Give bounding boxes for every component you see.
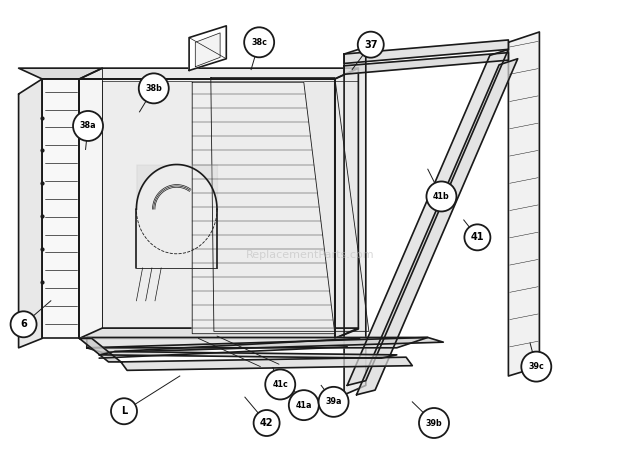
Text: 41: 41 <box>471 232 484 243</box>
Polygon shape <box>335 68 358 338</box>
Polygon shape <box>344 53 508 74</box>
Text: 38c: 38c <box>251 38 267 47</box>
Polygon shape <box>79 328 358 338</box>
Circle shape <box>111 398 137 424</box>
Polygon shape <box>192 82 335 334</box>
Text: L: L <box>121 406 127 416</box>
Text: ReplacementParts.com: ReplacementParts.com <box>246 250 374 260</box>
Circle shape <box>139 73 169 103</box>
Polygon shape <box>102 81 358 328</box>
Polygon shape <box>211 78 369 331</box>
Text: 39b: 39b <box>425 418 443 428</box>
Circle shape <box>254 410 280 436</box>
Circle shape <box>265 369 295 400</box>
Circle shape <box>521 352 551 382</box>
Circle shape <box>11 311 37 337</box>
Polygon shape <box>195 33 220 67</box>
Polygon shape <box>19 68 102 79</box>
Polygon shape <box>344 47 366 395</box>
Text: 37: 37 <box>364 39 378 50</box>
Text: 39a: 39a <box>326 397 342 407</box>
Polygon shape <box>99 352 397 358</box>
Polygon shape <box>189 26 226 70</box>
Text: 39c: 39c <box>528 362 544 371</box>
Polygon shape <box>79 338 121 362</box>
Circle shape <box>358 31 384 58</box>
Polygon shape <box>344 40 508 63</box>
Polygon shape <box>508 32 539 376</box>
Polygon shape <box>42 79 79 338</box>
Polygon shape <box>79 79 335 338</box>
Text: 38b: 38b <box>145 84 162 93</box>
Polygon shape <box>19 79 42 348</box>
Polygon shape <box>347 49 508 385</box>
Circle shape <box>419 408 449 438</box>
Polygon shape <box>79 68 358 79</box>
Circle shape <box>73 111 103 141</box>
Polygon shape <box>356 59 518 395</box>
Text: 41a: 41a <box>296 400 312 410</box>
Circle shape <box>289 390 319 420</box>
Text: 6: 6 <box>20 319 27 329</box>
Circle shape <box>319 387 348 417</box>
Circle shape <box>244 27 274 57</box>
Polygon shape <box>121 357 412 370</box>
Text: 42: 42 <box>260 418 273 428</box>
Polygon shape <box>87 337 443 352</box>
Circle shape <box>427 181 456 212</box>
Text: 41b: 41b <box>433 192 450 201</box>
Text: 38a: 38a <box>80 121 96 131</box>
Circle shape <box>464 224 490 251</box>
Polygon shape <box>87 337 428 348</box>
Text: 41c: 41c <box>272 380 288 389</box>
